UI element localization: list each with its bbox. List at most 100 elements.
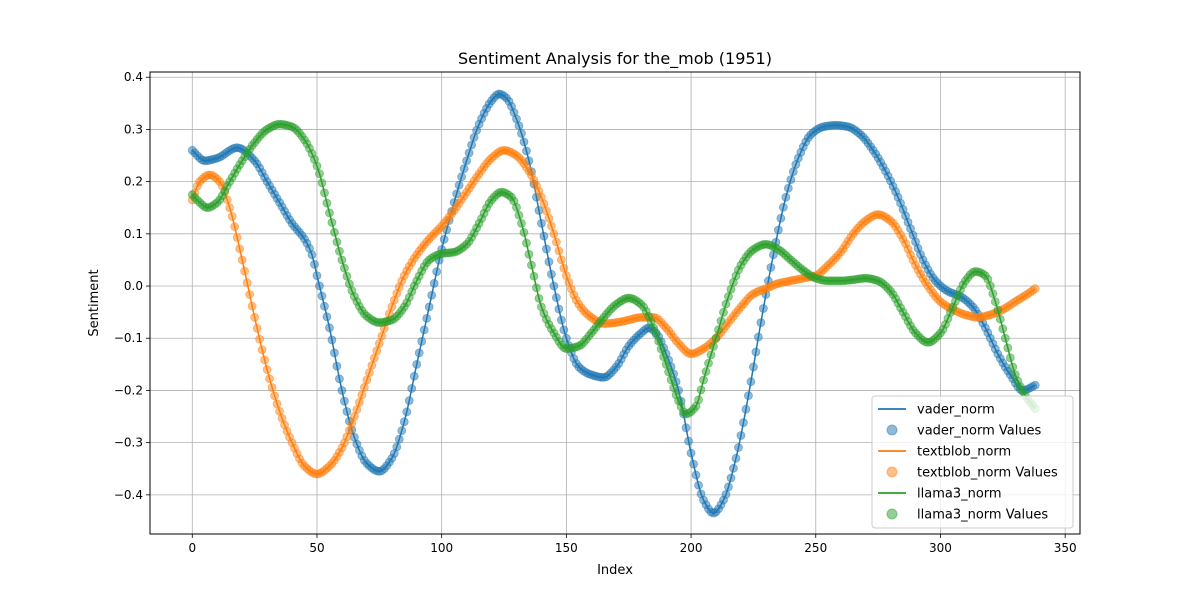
vader_norm-point xyxy=(439,235,449,244)
vader_norm-point xyxy=(539,231,549,241)
vader_norm-point xyxy=(781,192,791,202)
vader_norm-point xyxy=(734,443,743,452)
vader_norm-point xyxy=(542,244,551,254)
legend-label: textblob_norm Values xyxy=(917,466,1058,481)
vader_norm-point xyxy=(731,453,741,463)
legend-label: vader_norm xyxy=(917,403,995,418)
vader_norm-point xyxy=(424,302,434,312)
vader_norm-point xyxy=(773,225,783,235)
x-axis-label: Index xyxy=(597,563,633,578)
llama3_norm-point xyxy=(699,375,708,385)
textblob_norm-point xyxy=(260,355,270,365)
legend: vader_norm vader_norm Values textblob_norm… xyxy=(871,395,1074,529)
vader_norm-point xyxy=(754,332,763,342)
vader_norm-point xyxy=(551,293,561,302)
textblob_norm-point xyxy=(359,382,369,392)
vader_norm-point xyxy=(544,257,554,267)
llama3_norm-point xyxy=(985,281,995,291)
x-tick-label: 100 xyxy=(430,541,453,555)
llama3_norm-point xyxy=(704,358,713,368)
x-tick-label: 150 xyxy=(555,541,578,555)
textblob_norm-point xyxy=(265,374,274,384)
vader_norm-point xyxy=(756,318,766,327)
llama3_norm-point xyxy=(527,260,536,270)
x-tick-label: 250 xyxy=(804,541,827,555)
llama3_norm-point xyxy=(339,263,349,273)
llama3_norm-point xyxy=(524,249,534,259)
textblob_norm-point xyxy=(554,246,564,256)
vader_norm-point xyxy=(459,164,469,174)
llama3_norm-point xyxy=(694,395,703,405)
llama3_norm-point xyxy=(696,385,706,395)
textblob_norm-point xyxy=(542,206,551,216)
vader_norm-point xyxy=(559,325,569,335)
vader_norm-point xyxy=(322,312,332,322)
vader_norm-point xyxy=(776,213,786,223)
textblob_norm-point xyxy=(250,312,260,322)
y-tick-label: −0.4 xyxy=(114,488,143,502)
vader_norm-point xyxy=(457,172,467,182)
textblob_norm-point xyxy=(374,339,384,348)
llama3_norm-point xyxy=(532,283,541,293)
llama3_norm-point xyxy=(342,271,352,281)
llama3_norm-point xyxy=(514,210,524,220)
llama3_norm-point xyxy=(666,375,676,385)
vader_norm-point xyxy=(325,323,334,333)
vader_norm-point xyxy=(736,431,746,440)
legend-label: llama3_norm xyxy=(917,487,1002,502)
vader_norm-point xyxy=(414,348,424,358)
vader_norm-point xyxy=(519,137,529,147)
textblob_norm-point xyxy=(364,368,374,378)
textblob_norm-point xyxy=(252,323,262,333)
legend-label: llama3_norm Values xyxy=(917,508,1048,523)
vader_norm-point xyxy=(788,167,798,177)
textblob_norm-point xyxy=(245,290,255,299)
textblob_norm-point xyxy=(372,346,382,356)
vader_norm-point xyxy=(554,304,564,314)
vader_norm-point xyxy=(402,407,412,417)
llama3_norm-point xyxy=(706,350,716,360)
llama3_norm-point xyxy=(519,228,529,237)
vader_norm-point xyxy=(317,291,327,301)
textblob_norm-point xyxy=(267,383,277,392)
vader_norm-point xyxy=(310,259,319,269)
vader_norm-point xyxy=(397,426,407,436)
textblob_norm-point xyxy=(544,213,554,223)
llama3_norm-point xyxy=(656,344,666,354)
textblob_norm-point xyxy=(270,391,279,401)
vader_norm-point xyxy=(335,374,344,384)
vader_norm-point xyxy=(339,396,349,406)
llama3_norm-point xyxy=(995,314,1005,324)
textblob_norm-point xyxy=(232,233,242,242)
vader_norm-point xyxy=(394,434,404,444)
y-tick-label: −0.1 xyxy=(114,331,143,345)
textblob_norm-point xyxy=(357,390,367,400)
vader_norm-point xyxy=(739,418,748,428)
legend-label: vader_norm Values xyxy=(917,424,1042,439)
vader_norm-point xyxy=(721,489,731,499)
llama3_norm-point xyxy=(330,227,339,237)
vader_norm-point xyxy=(751,347,761,357)
vader_norm-point xyxy=(522,146,531,156)
vader_norm-point xyxy=(689,459,698,469)
vader_norm-point xyxy=(427,290,437,300)
vader_norm-point xyxy=(432,267,442,277)
vader_norm-point xyxy=(312,271,322,280)
llama3_norm-point xyxy=(719,307,728,317)
llama3_norm-point xyxy=(317,178,327,188)
textblob_norm-point xyxy=(272,399,282,409)
legend-label: textblob_norm xyxy=(917,445,1011,460)
vader_norm-point xyxy=(462,156,472,166)
x-tick-label: 200 xyxy=(680,541,703,555)
textblob_norm-point xyxy=(547,221,556,231)
vader_norm-point xyxy=(766,263,776,272)
llama3_norm-point xyxy=(312,161,322,171)
vader_norm-point xyxy=(694,480,703,490)
legend-box xyxy=(871,395,1074,529)
vader_norm-point xyxy=(726,473,736,483)
vader_norm-point xyxy=(561,333,571,343)
vader_norm-point xyxy=(741,404,751,414)
textblob_norm-point xyxy=(225,203,235,213)
x-tick-label: 0 xyxy=(188,541,196,555)
